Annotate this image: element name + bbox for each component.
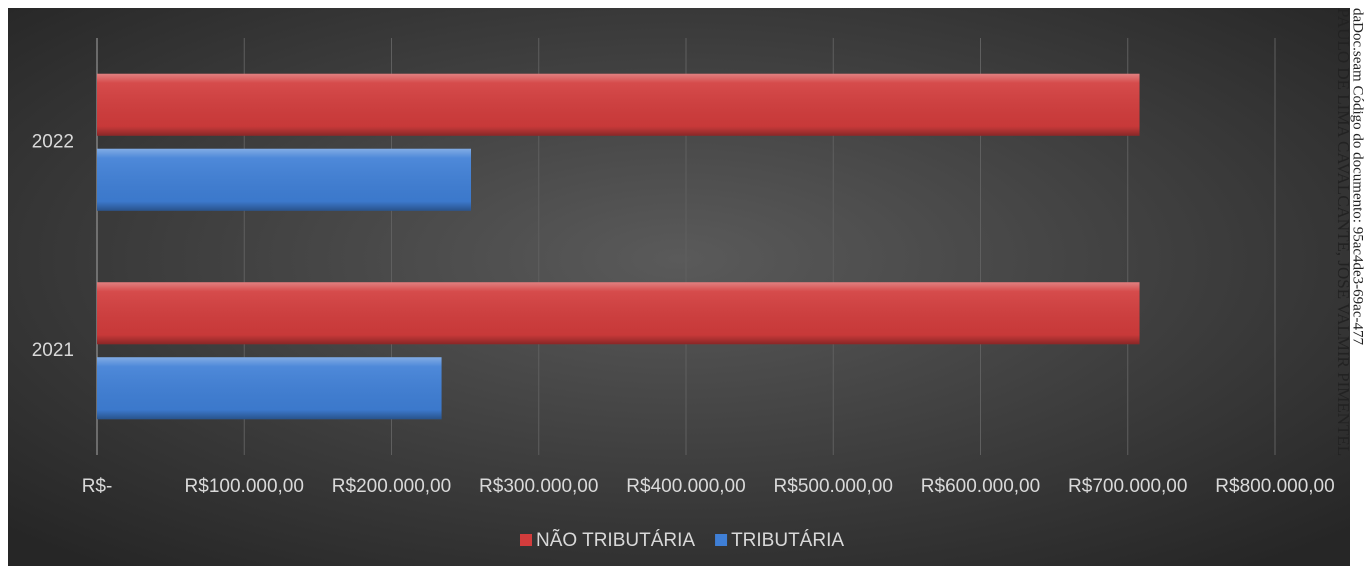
y-tick-label: 2021 (32, 340, 74, 361)
x-tick-label: R$200.000,00 (332, 476, 451, 497)
watermark: PAULO DE LIMA CAVALCANTE, JOSE VALMIR PI… (1334, 8, 1353, 456)
bar-shine (97, 282, 1140, 345)
x-tick-label: R$- (82, 476, 113, 497)
x-tick-label: R$300.000,00 (479, 476, 598, 497)
x-tick-label: R$500.000,00 (774, 476, 893, 497)
bar-shine (97, 73, 1140, 136)
legend-label: TRIBUTÁRIA (731, 530, 844, 551)
y-tick-label: 2022 (32, 131, 74, 152)
bar-shine (97, 357, 442, 420)
legend-swatch (715, 534, 728, 546)
x-tick-label: R$700.000,00 (1068, 476, 1187, 497)
legend-swatch (520, 534, 532, 546)
x-tick-label: R$100.000,00 (185, 476, 304, 497)
bar-shine (97, 148, 472, 211)
x-tick-label: R$400.000,00 (626, 476, 745, 497)
x-tick-label: R$600.000,00 (921, 476, 1040, 497)
watermark: daDoc.seam Código do documento: 95ac4de3… (1349, 8, 1365, 345)
legend-label: NÃO TRIBUTÁRIA (536, 529, 695, 551)
x-tick-label: R$800.000,00 (1215, 476, 1334, 497)
